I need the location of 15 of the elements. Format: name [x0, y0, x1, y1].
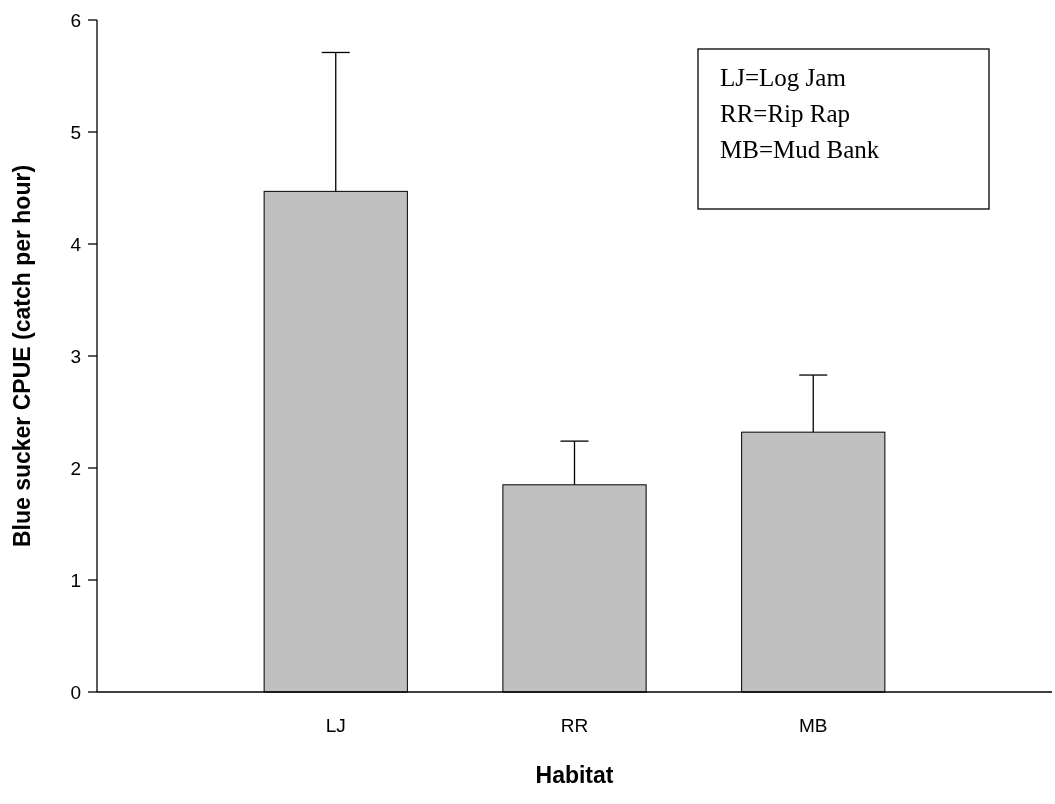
y-tick-label: 5	[70, 121, 81, 143]
annotation: MB=Mud Bank	[720, 136, 880, 163]
annotation: LJ=Log Jam	[720, 64, 847, 91]
x-axis-title: Habitat	[535, 762, 614, 788]
y-tick-label: 3	[70, 345, 81, 367]
y-tick-label: 4	[70, 233, 82, 255]
x-tick-label: MB	[799, 715, 828, 736]
y-tick-label: 6	[70, 9, 81, 31]
y-tick-label: 0	[70, 681, 81, 703]
y-tick-label: 1	[70, 569, 81, 591]
annotation: RR=Rip Rap	[720, 100, 851, 127]
x-tick-label: LJ	[325, 715, 346, 736]
x-tick-label: RR	[560, 715, 589, 736]
y-tick-label: 2	[70, 457, 81, 479]
y-axis-title: Blue sucker CPUE (catch per hour)	[9, 164, 35, 548]
